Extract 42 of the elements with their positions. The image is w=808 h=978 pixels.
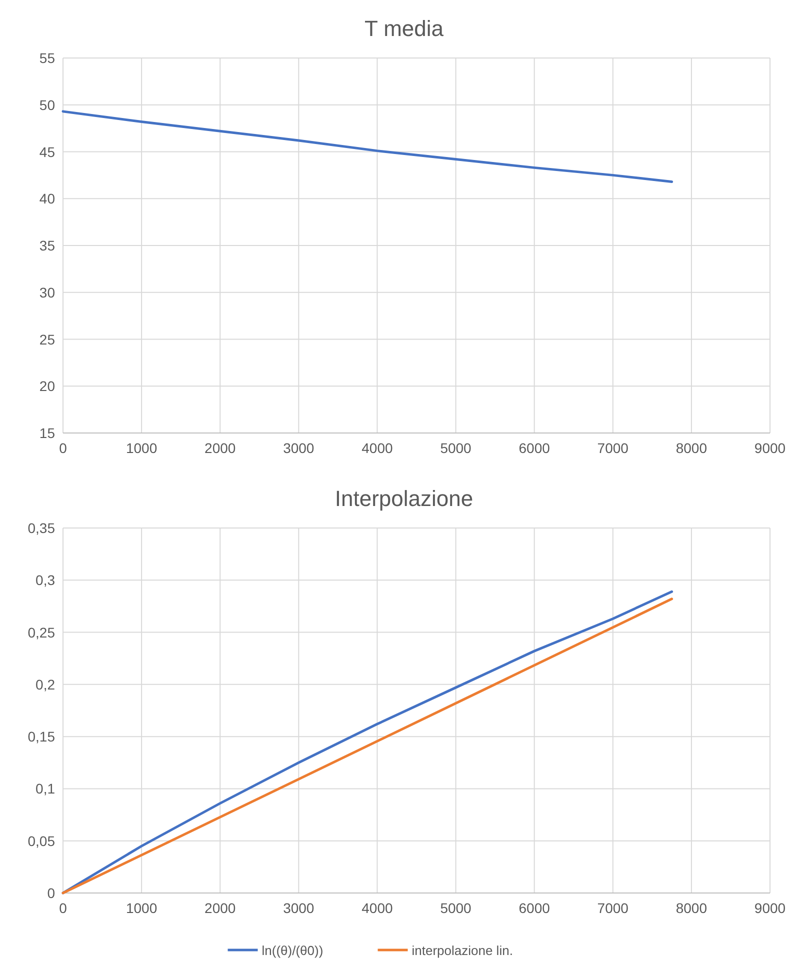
y-tick-label: 40: [39, 190, 56, 207]
y-tick-label: 0,3: [36, 572, 56, 588]
legend-label: interpolazione lin.: [412, 943, 513, 958]
x-tick-label: 1000: [126, 440, 158, 456]
y-tick-label: 15: [39, 425, 56, 441]
y-tick-label: 0,35: [28, 520, 56, 536]
y-tick-label: 0,05: [28, 832, 56, 849]
y-tick-label: 50: [39, 96, 56, 113]
x-tick-label: 2000: [204, 440, 236, 456]
x-tick-label: 7000: [597, 900, 629, 916]
x-tick-label: 4000: [362, 900, 394, 916]
chart-title: Interpolazione: [334, 486, 474, 511]
x-tick-label: 9000: [754, 900, 786, 916]
y-tick-label: 0,25: [28, 624, 56, 640]
y-tick-label: 30: [39, 284, 56, 300]
x-tick-label: 1000: [126, 900, 158, 916]
x-tick-label: 4000: [362, 440, 394, 456]
y-tick-label: 0,15: [28, 728, 56, 745]
y-tick-label: 20: [39, 378, 56, 394]
y-tick-label: 0,1: [36, 780, 56, 797]
line-series: [62, 110, 674, 183]
legend-label: ln((θ)/(θ0)): [262, 943, 324, 958]
x-tick-label: 0: [59, 440, 68, 456]
x-tick-label: 6000: [518, 900, 550, 916]
x-tick-label: 5000: [440, 440, 472, 456]
x-tick-label: 8000: [676, 440, 708, 456]
x-tick-label: 8000: [676, 900, 708, 916]
x-tick-label: 2000: [204, 900, 236, 916]
y-tick-label: 0,2: [36, 676, 56, 692]
y-tick-label: 35: [39, 238, 56, 254]
x-tick-label: 6000: [518, 440, 550, 456]
chart-title: T media: [364, 16, 444, 41]
x-tick-label: 5000: [440, 900, 472, 916]
x-tick-label: 3000: [283, 900, 314, 916]
x-tick-label: 0: [59, 900, 68, 916]
x-tick-label: 3000: [283, 440, 314, 456]
y-tick-label: 45: [39, 144, 56, 160]
y-tick-label: 0: [47, 885, 56, 901]
x-tick-label: 7000: [597, 440, 629, 456]
y-tick-label: 55: [39, 50, 56, 66]
x-tick-label: 9000: [754, 440, 786, 456]
y-tick-label: 25: [39, 331, 56, 348]
